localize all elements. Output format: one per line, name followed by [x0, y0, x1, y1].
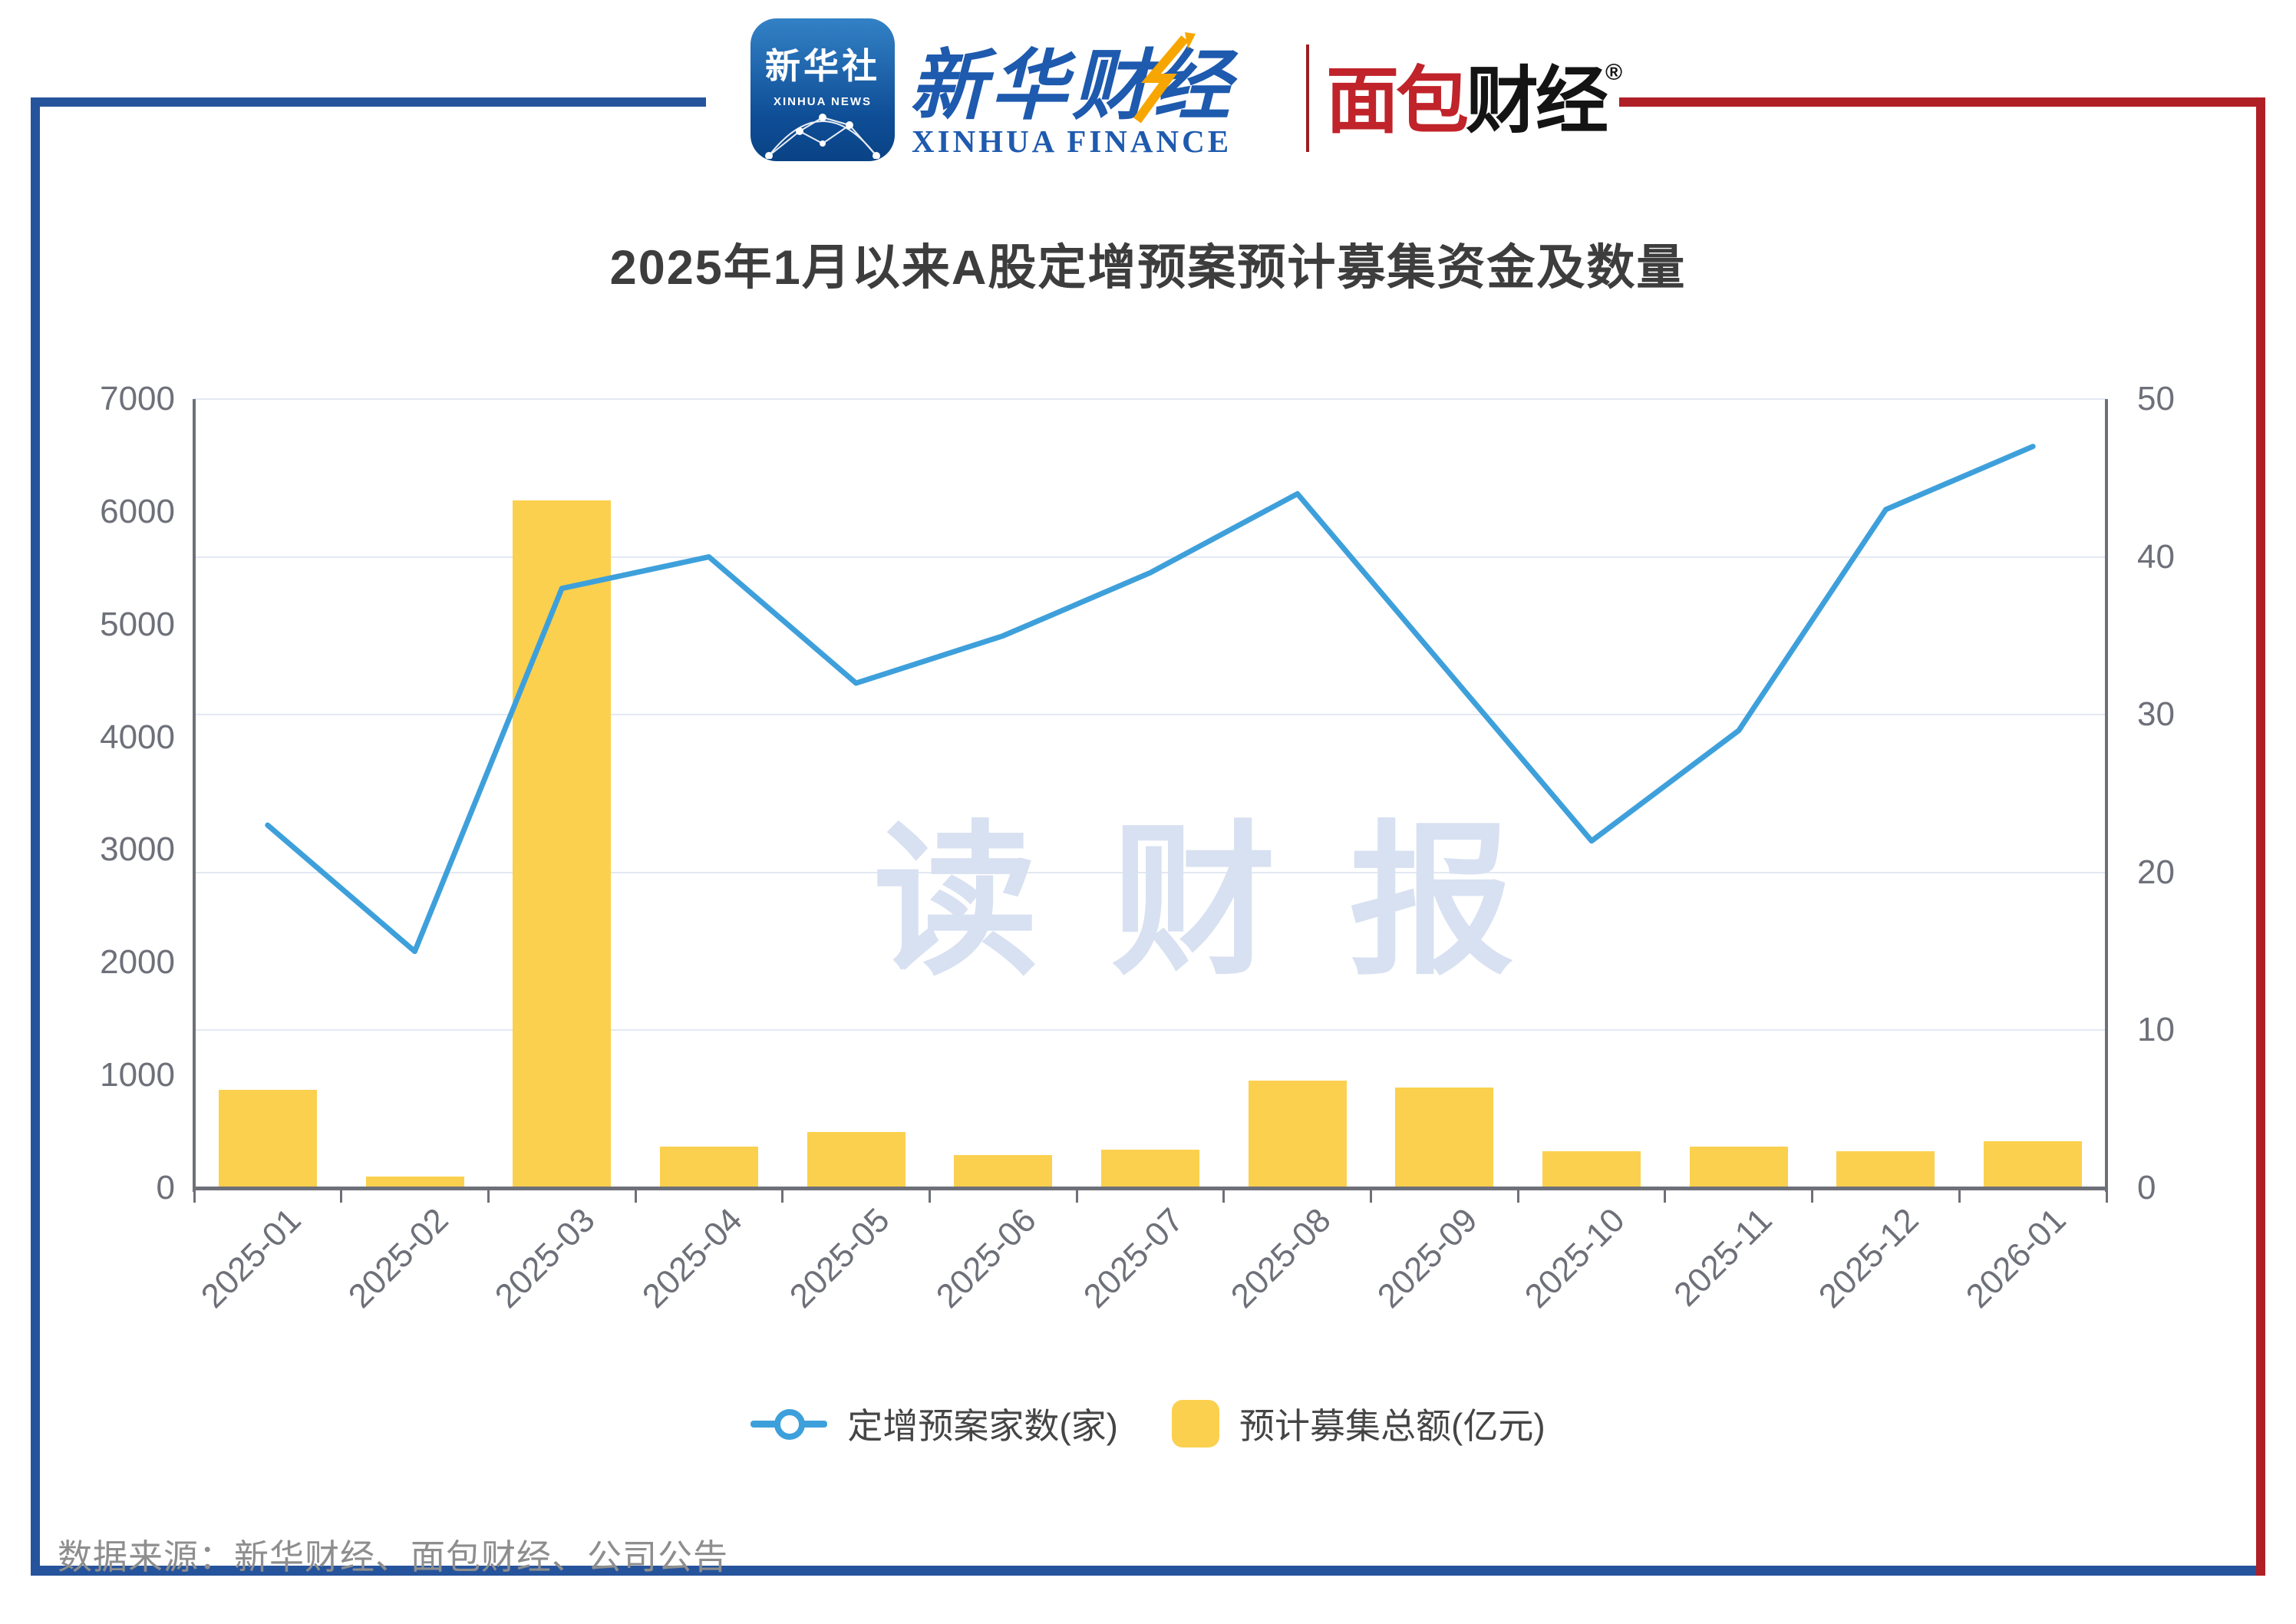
legend-item-line-series[interactable]: 定增预案家数(家): [750, 1398, 1118, 1449]
x-axis-tick-9: [1516, 1190, 1519, 1203]
frame-top-blue-line: [31, 97, 706, 107]
x-axis-tick-8: [1370, 1190, 1373, 1203]
y-axis-left-line: [193, 399, 196, 1192]
xinhua-news-icon-cn-text: 新华社: [765, 46, 880, 86]
x-axis-tick-7: [1222, 1190, 1226, 1203]
y-axis-right-label-30: 30: [2137, 695, 2175, 734]
y-axis-left-label-4000: 4000: [100, 718, 175, 756]
bar-2025-07[interactable]: [1101, 1150, 1199, 1187]
mianbao-logo-black-part: 财经: [1466, 61, 1608, 142]
x-axis-tick-2: [487, 1190, 490, 1203]
bar-series-legend-icon: [1172, 1400, 1219, 1447]
legend-label-bar-series: 预计募集总额(亿元): [1239, 1406, 1546, 1446]
line-series-legend-icon: [750, 1408, 828, 1440]
y-axis-right-label-20: 20: [2137, 853, 2175, 891]
bar-2026-01[interactable]: [1984, 1141, 2083, 1187]
finance-lightning-icon: [1133, 32, 1196, 124]
watermark-text: 读财报: [873, 809, 1587, 994]
x-axis-tick-6: [1075, 1190, 1078, 1203]
bar-2025-11[interactable]: [1689, 1146, 1788, 1187]
bar-2025-06[interactable]: [954, 1155, 1053, 1187]
y-axis-left-label-2000: 2000: [100, 943, 175, 982]
x-axis-tick-11: [1811, 1190, 1814, 1203]
y-axis-right-line: [2105, 399, 2108, 1192]
frame-top-red-line: [1619, 97, 2265, 107]
y-axis-left-label-7000: 7000: [100, 380, 175, 418]
chart-title: 2025年1月以来A股定增预案预计募集资金及数量: [609, 241, 1687, 295]
x-axis-tick-13: [2105, 1190, 2108, 1203]
header-divider-line: [1306, 45, 1309, 152]
legend-item-bar-series[interactable]: 预计募集总额(亿元): [1172, 1398, 1546, 1449]
frame-left-blue-line: [31, 97, 40, 1575]
bar-2025-01[interactable]: [218, 1090, 317, 1187]
bar-2025-02[interactable]: [365, 1177, 464, 1187]
line-series[interactable]: [265, 444, 2036, 955]
gridline-40: [194, 556, 2106, 558]
gridline-30: [194, 714, 2106, 716]
x-axis-tick-3: [634, 1190, 637, 1203]
y-axis-right-label-0: 0: [2137, 1169, 2156, 1206]
network-dome-icon: [765, 114, 880, 160]
x-axis-line: [193, 1187, 2108, 1190]
bar-2025-12[interactable]: [1836, 1150, 1935, 1187]
xinhua-news-icon-en-text: XINHUA NEWS: [773, 95, 873, 108]
y-axis-right-label-50: 50: [2137, 380, 2175, 418]
x-axis-tick-4: [781, 1190, 784, 1203]
x-axis-tick-12: [1958, 1190, 1961, 1203]
chart-legend: 定增预案家数(家) 预计募集总额(亿元): [0, 1391, 2296, 1457]
xinhua-finance-logo-cn: 新华财经: [909, 43, 1235, 129]
bar-2025-05[interactable]: [807, 1131, 906, 1187]
xinhua-news-app-icon: 新华社 XINHUA NEWS: [750, 18, 895, 161]
y-axis-right-label-40: 40: [2137, 537, 2175, 576]
frame-right-red-line: [2256, 97, 2265, 1576]
y-axis-left-label-6000: 6000: [100, 492, 175, 530]
registered-trademark-icon: ®: [1605, 60, 1623, 85]
y-axis-left-label-1000: 1000: [100, 1056, 175, 1094]
data-source-note: 数据来源：新华财经、面包财经、公司公告: [58, 1537, 729, 1576]
bar-2025-09[interactable]: [1395, 1088, 1494, 1187]
legend-label-line-series: 定增预案家数(家): [847, 1406, 1118, 1446]
bar-2025-08[interactable]: [1248, 1081, 1347, 1187]
x-axis-tick-10: [1664, 1190, 1667, 1203]
y-axis-left-label-3000: 3000: [100, 830, 175, 869]
x-axis-tick-5: [928, 1190, 931, 1203]
gridline-10: [194, 1029, 2106, 1032]
xinhua-finance-logo-en: XINHUA FINANCE: [912, 124, 1232, 159]
y-axis-right-label-10: 10: [2137, 1011, 2175, 1049]
gridline-20: [194, 871, 2106, 873]
mianbao-logo-red-part: 面包: [1326, 61, 1469, 142]
bar-2025-04[interactable]: [659, 1146, 758, 1187]
x-axis-tick-1: [340, 1190, 343, 1203]
y-axis-left-label-0: 0: [156, 1169, 175, 1206]
y-axis-left-label-5000: 5000: [100, 605, 175, 643]
bar-2025-10[interactable]: [1542, 1150, 1641, 1187]
gridline-50: [194, 398, 2106, 400]
bar-2025-03[interactable]: [513, 500, 612, 1187]
frame-bottom-blue-line: [31, 1566, 2265, 1576]
x-axis-tick-0: [193, 1190, 196, 1203]
mianbao-finance-logo: 面包财经®: [1326, 42, 1622, 147]
